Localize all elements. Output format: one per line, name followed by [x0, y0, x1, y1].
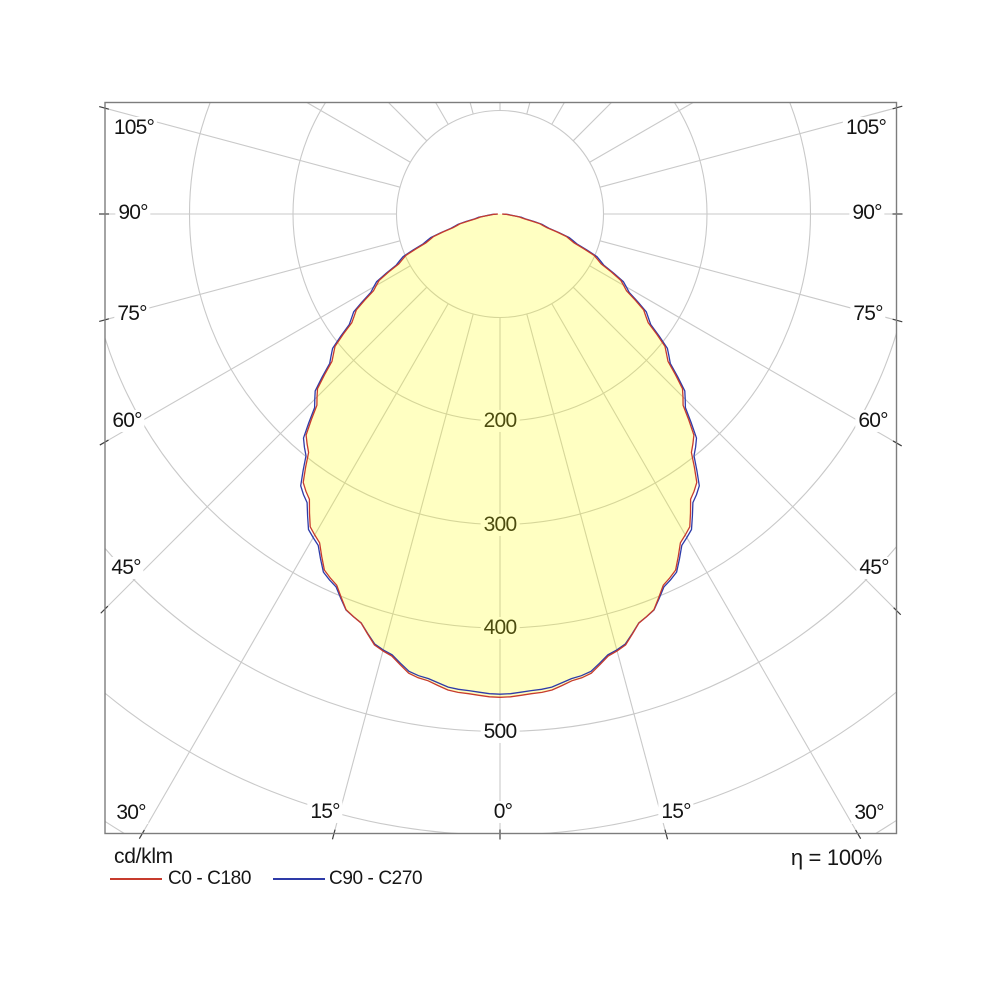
legend-label-c90-c270: C90 - C270 [329, 868, 423, 889]
light-output-ratio-label: η = 100% [790, 845, 882, 870]
angle-label: 15° [658, 800, 694, 824]
angle-tick-75 [99, 318, 110, 322]
radial-line-135 [572, 102, 612, 142]
angle-label: 75° [114, 302, 150, 326]
angle-label: 45° [108, 556, 144, 580]
angle-label: 60° [109, 409, 145, 433]
angle-label: 105° [842, 116, 890, 140]
angle-label: 30° [113, 801, 149, 825]
radial-line-135 [388, 102, 428, 142]
angle-tick-45 [893, 607, 902, 616]
angle-label: 15° [307, 800, 343, 824]
legend-line-c90-c270 [273, 878, 325, 880]
radial-line-120 [306, 102, 411, 163]
ring-value-label: 500 [480, 720, 520, 743]
angle-tick-60 [99, 439, 109, 446]
angle-tick-15 [331, 829, 336, 840]
angle-label: 90° [115, 201, 151, 225]
plot-border [104, 101, 898, 835]
unit-label: cd/klm [114, 845, 173, 868]
radial-line-165 [469, 102, 474, 115]
legend-line-c0-c180 [110, 878, 162, 880]
angle-label: 60° [855, 409, 891, 433]
angle-tick-30 [138, 829, 145, 839]
radial-line-165 [526, 102, 531, 115]
angle-tick-105 [99, 106, 110, 110]
angle-label: 45° [856, 556, 892, 580]
angle-ticks [99, 105, 903, 840]
angle-label: 105° [110, 116, 158, 140]
legend-label-c0-c180: C0 - C180 [168, 868, 251, 889]
angle-tick-75 [892, 318, 903, 323]
radial-line-150 [551, 102, 565, 125]
legend-item-c90-c270: C90 - C270 [273, 868, 423, 890]
angle-tick-105 [892, 105, 903, 110]
angle-label: 90° [849, 201, 885, 225]
angle-tick-15 [664, 829, 669, 840]
angle-tick-30 [855, 829, 862, 839]
angle-label: 0° [490, 800, 516, 824]
angle-tick-60 [892, 440, 902, 447]
angle-label: 75° [850, 302, 886, 326]
angle-label: 30° [851, 801, 887, 825]
radial-line-150 [435, 102, 449, 125]
legend-item-c0-c180: C0 - C180 [110, 868, 251, 890]
angle-tick-45 [100, 605, 109, 614]
radial-line-120 [589, 102, 694, 163]
